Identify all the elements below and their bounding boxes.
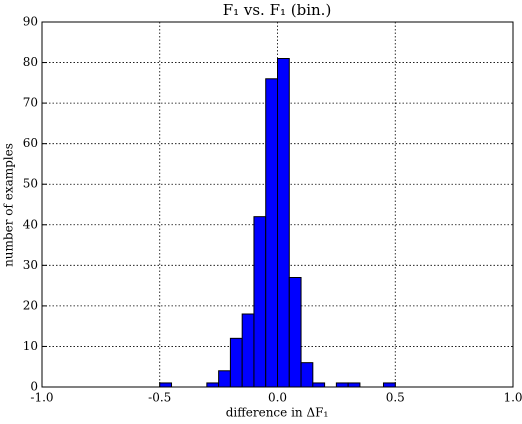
bar <box>159 382 173 388</box>
chart-title: F₁ vs. F₁ (bin.) <box>223 1 332 19</box>
y-tick-label: 90 <box>23 15 38 29</box>
plot-frame <box>41 21 514 388</box>
bar <box>300 362 314 388</box>
y-tick-label: 10 <box>23 339 38 353</box>
x-tick-label: -1.0 <box>30 391 53 405</box>
bar <box>229 337 243 388</box>
y-tick-label: 70 <box>23 96 38 110</box>
y-tick-label: 60 <box>23 136 38 150</box>
bar <box>277 58 290 388</box>
y-tick-label: 50 <box>23 177 38 191</box>
bar <box>241 313 255 388</box>
y-tick-label: 40 <box>23 217 38 231</box>
x-tick-label: -0.5 <box>148 391 171 405</box>
y-tick-label: 30 <box>23 258 38 272</box>
bar <box>218 370 231 388</box>
bar <box>335 382 349 388</box>
bar <box>206 382 220 388</box>
y-tick-label: 0 <box>30 380 38 394</box>
y-tick-label: 80 <box>23 55 38 69</box>
bar <box>265 78 279 388</box>
bar <box>253 216 267 388</box>
y-axis-label: number of examples <box>2 143 16 267</box>
bar <box>347 382 361 388</box>
bar <box>382 382 396 388</box>
x-tick-label: 0.0 <box>268 391 287 405</box>
bar <box>312 382 326 388</box>
x-tick-label: 0.5 <box>386 391 405 405</box>
x-axis-label: difference in ΔF₁ <box>226 406 329 420</box>
bar <box>288 277 302 388</box>
y-tick-label: 20 <box>23 298 38 312</box>
x-tick-label: 1.0 <box>503 391 522 405</box>
